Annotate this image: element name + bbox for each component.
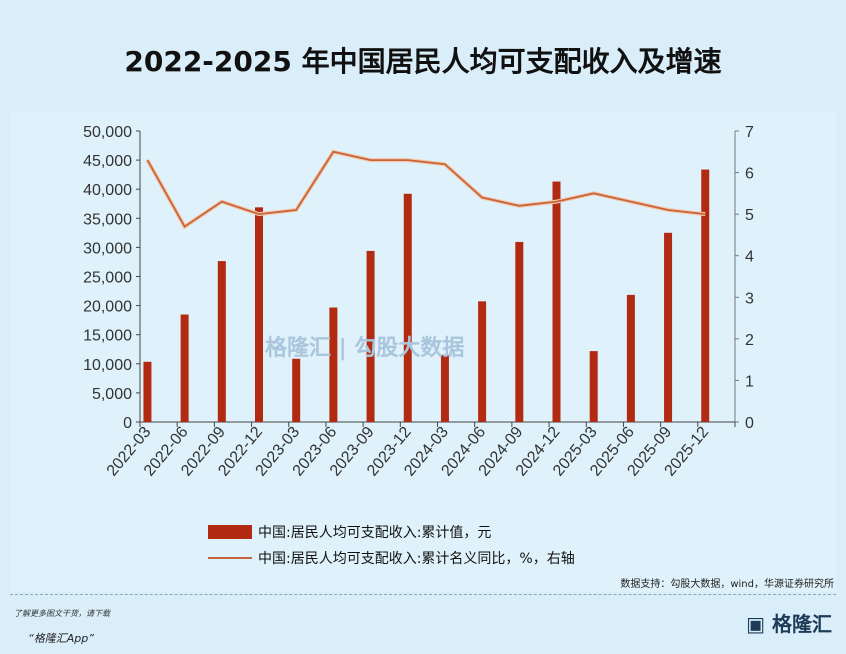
bar: [664, 232, 673, 422]
bar: [329, 307, 338, 422]
bar: [440, 354, 449, 422]
divider: [10, 594, 836, 595]
bar: [589, 351, 598, 422]
left-tick-label: 30,000: [83, 240, 132, 257]
legend-line-swatch: [208, 557, 252, 559]
left-tick-label: 5,000: [92, 386, 132, 403]
right-tick-label: 0: [745, 415, 754, 432]
left-tick-label: 25,000: [83, 270, 132, 287]
legend-bar-label: 中国:居民人均可支配收入:累计值，元: [258, 525, 492, 541]
bar: [515, 241, 524, 422]
app-name: “格隆汇App”: [28, 632, 94, 645]
bar: [403, 193, 412, 422]
bar: [478, 301, 487, 422]
right-tick-label: 1: [745, 373, 754, 390]
right-tick-label: 6: [745, 166, 754, 183]
legend-bar-swatch: [208, 525, 252, 539]
right-tick-label: 5: [745, 207, 754, 224]
chart: 0 5,000 10,000 15,000 20,000 25,000 30,000 35,0…: [83, 124, 754, 480]
left-tick-label: 10,000: [83, 357, 132, 374]
right-tick-label: 4: [745, 249, 754, 266]
left-tick-label: 45,000: [83, 153, 132, 170]
right-tick-label: 2: [745, 332, 754, 349]
line-series: [146, 150, 706, 228]
bar: [143, 361, 152, 422]
chart-title: 2022-2025 年中国居民人均可支配收入及增速: [124, 45, 722, 78]
bar: [701, 169, 710, 422]
legend-bar: 中国:居民人均可支配收入:累计值，元: [208, 522, 491, 542]
bar: [217, 261, 226, 422]
download-text: 了解更多图文干货，请下载: [14, 609, 110, 618]
bar: [292, 358, 301, 422]
logo: ▣ 格隆汇: [746, 612, 832, 636]
left-tick-label: 15,000: [83, 328, 132, 345]
right-tick-label: 3: [745, 290, 754, 307]
bar: [180, 314, 189, 422]
source-note: 数据支持：勾股大数据，wind，华源证券研究所: [620, 579, 834, 590]
legend-line-label: 中国:居民人均可支配收入:累计名义同比，%，右轴: [258, 551, 575, 567]
chart-panel: [10, 112, 836, 592]
bar: [626, 294, 635, 422]
right-tick-label: 7: [745, 124, 754, 141]
left-tick-label: 40,000: [83, 182, 132, 199]
bar: [366, 250, 375, 422]
left-tick-label: 50,000: [83, 124, 132, 141]
legend-line: 中国:居民人均可支配收入:累计名义同比，%，右轴: [208, 548, 575, 568]
bar: [255, 207, 263, 422]
left-tick-label: 0: [123, 415, 132, 432]
left-tick-label: 20,000: [83, 299, 132, 316]
left-tick-label: 35,000: [83, 211, 132, 228]
watermark: 格隆汇 | 勾股大数据: [265, 335, 464, 361]
bar: [552, 181, 561, 422]
